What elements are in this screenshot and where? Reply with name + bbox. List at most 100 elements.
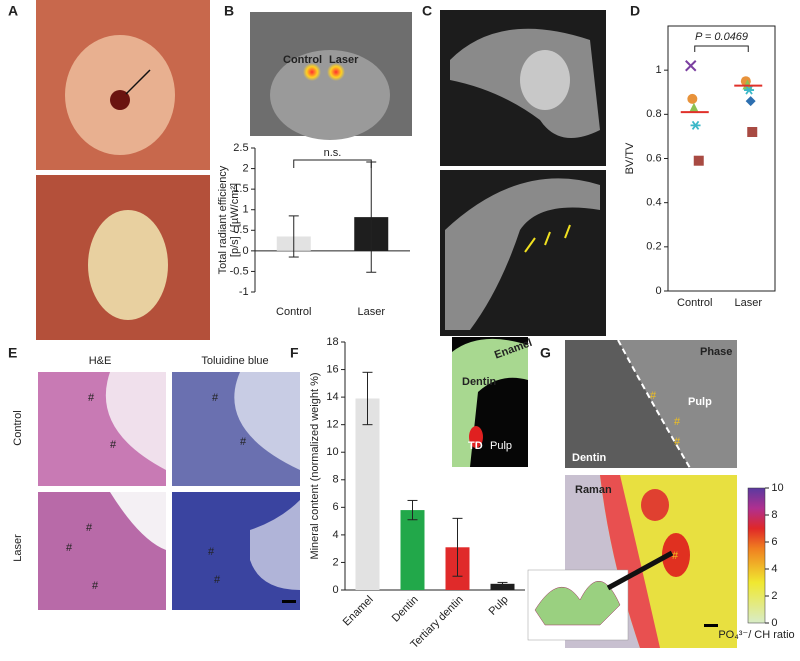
annotation: n.s. bbox=[324, 147, 342, 159]
point bbox=[693, 155, 704, 166]
image-label: TD bbox=[468, 440, 483, 452]
y-tick-label: 2 bbox=[242, 162, 248, 174]
photo-detail bbox=[110, 90, 130, 110]
boundary bbox=[617, 339, 691, 469]
y-tick-label: 8 bbox=[771, 509, 777, 521]
annotation: P = 0.0469 bbox=[695, 31, 748, 43]
point bbox=[685, 60, 697, 72]
colorbar bbox=[747, 487, 766, 624]
y-tick-label: 1.5 bbox=[233, 183, 248, 195]
bar bbox=[400, 510, 425, 590]
scale-bar bbox=[704, 624, 718, 627]
y-tick-label: 6 bbox=[332, 501, 338, 513]
row-title: Laser bbox=[12, 534, 24, 562]
point bbox=[744, 85, 755, 95]
y-tick-label: 14 bbox=[326, 391, 338, 403]
inset-detail bbox=[469, 426, 483, 448]
y-tick-label: 10 bbox=[326, 446, 338, 458]
row-title: Control bbox=[12, 410, 24, 445]
colorbar-label: PO₄³⁻/ CH ratio bbox=[718, 629, 794, 641]
x-tick-label: Laser bbox=[734, 297, 762, 309]
y-tick-label: 12 bbox=[326, 419, 338, 431]
microct-detail bbox=[520, 50, 570, 110]
y-tick-label: 0.6 bbox=[646, 152, 661, 164]
point bbox=[690, 120, 701, 130]
panel-label: F bbox=[290, 345, 299, 361]
y-tick-label: 0 bbox=[771, 617, 777, 629]
arrow bbox=[524, 237, 536, 253]
y-tick-label: 0 bbox=[332, 584, 338, 596]
marker: # bbox=[66, 542, 73, 554]
marker: # bbox=[672, 550, 679, 562]
raman-detail bbox=[600, 475, 660, 648]
point bbox=[745, 96, 756, 107]
marker: # bbox=[240, 436, 247, 448]
x-tick-label: Control bbox=[677, 297, 712, 309]
y-tick-label: 18 bbox=[326, 336, 338, 348]
column-title: Toluidine blue bbox=[201, 355, 268, 367]
panel-label: E bbox=[8, 345, 17, 361]
x-tick-label: Pulp bbox=[487, 594, 511, 618]
pointer-arrow bbox=[606, 550, 674, 591]
column-title: H&E bbox=[89, 355, 112, 367]
marker: # bbox=[92, 580, 99, 592]
arrow bbox=[564, 224, 571, 239]
bar bbox=[490, 583, 515, 590]
y-tick-label: 1 bbox=[655, 64, 661, 76]
point bbox=[742, 79, 753, 90]
microct-detail bbox=[445, 178, 600, 330]
y-tick-label: -1 bbox=[239, 286, 249, 298]
marker: # bbox=[650, 390, 657, 402]
bracket bbox=[293, 159, 372, 168]
arrow bbox=[125, 69, 151, 95]
image-label: Pulp bbox=[490, 440, 512, 452]
y-tick-label: 4 bbox=[332, 529, 338, 541]
y-tick-label: 2 bbox=[332, 556, 338, 568]
histology-detail bbox=[110, 492, 166, 550]
y-tick-label: 8 bbox=[332, 474, 338, 486]
surface-plot-detail bbox=[534, 580, 621, 626]
point bbox=[747, 127, 758, 137]
histology-detail bbox=[105, 372, 166, 470]
image-label: Raman bbox=[575, 484, 612, 496]
signal bbox=[303, 63, 321, 81]
photo-detail bbox=[88, 210, 168, 320]
y-tick-label: 2.5 bbox=[233, 142, 248, 154]
image-label: Dentin bbox=[572, 452, 607, 464]
y-axis-label: BV/TV bbox=[624, 142, 636, 174]
y-tick-label: 10 bbox=[771, 482, 783, 494]
y-tick-label: 16 bbox=[326, 363, 338, 375]
image-label: Laser bbox=[329, 54, 359, 66]
panel-label: G bbox=[540, 345, 551, 361]
image-label: Pulp bbox=[688, 396, 712, 408]
y-axis-label: Total radiant efficiency bbox=[217, 165, 229, 274]
y-axis-label: [p/s] / [µW/cm²] bbox=[229, 183, 241, 257]
x-tick-label: Laser bbox=[357, 306, 385, 318]
y-tick-label: 0.2 bbox=[646, 241, 661, 253]
image-label: Control bbox=[283, 54, 322, 66]
marker: # bbox=[674, 416, 681, 428]
y-tick-label: 0 bbox=[242, 245, 248, 257]
arrow bbox=[544, 231, 551, 246]
y-tick-label: 0.8 bbox=[646, 108, 661, 120]
panel-label: C bbox=[422, 3, 432, 19]
x-tick-label: Dentin bbox=[390, 594, 421, 625]
image-label: Phase bbox=[700, 346, 732, 358]
histology-detail bbox=[250, 500, 300, 590]
marker: # bbox=[214, 574, 221, 586]
marker: # bbox=[674, 436, 681, 448]
raman-detail bbox=[662, 533, 690, 577]
point bbox=[687, 93, 698, 104]
y-tick-label: 0.4 bbox=[646, 197, 661, 209]
y-tick-label: 0.5 bbox=[233, 224, 248, 236]
marker: # bbox=[208, 546, 215, 558]
marker: # bbox=[86, 522, 93, 534]
raman-detail bbox=[641, 489, 669, 521]
ivis-image-detail bbox=[270, 50, 390, 140]
y-tick-label: 6 bbox=[771, 536, 777, 548]
y-tick-label: 2 bbox=[771, 590, 777, 602]
x-tick-label: Control bbox=[276, 306, 311, 318]
bar bbox=[355, 398, 380, 590]
bracket bbox=[694, 45, 749, 52]
